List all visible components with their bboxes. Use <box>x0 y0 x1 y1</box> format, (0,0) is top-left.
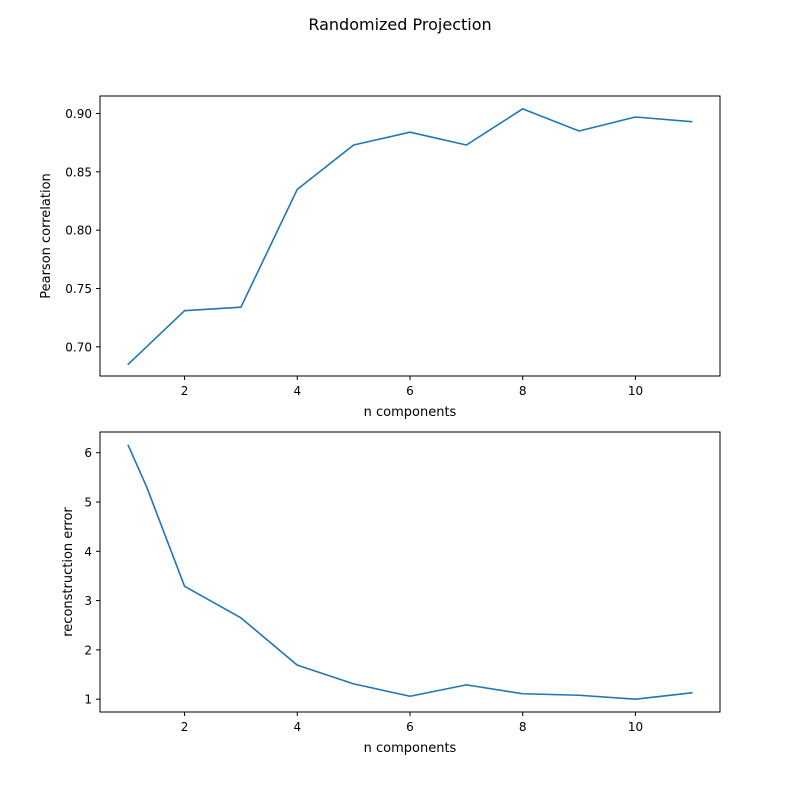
x-tick-label: 8 <box>519 384 527 398</box>
x-tick-label: 4 <box>293 720 301 734</box>
y-tick-label: 0.75 <box>65 282 92 296</box>
x-tick-label: 4 <box>293 384 301 398</box>
x-tick-label: 6 <box>406 720 414 734</box>
y-tick-label: 0.80 <box>65 224 92 238</box>
y-tick-label: 2 <box>84 643 92 657</box>
y-tick-label: 1 <box>84 693 92 707</box>
correlation-subplot: 2 4 6 8 10 0.70 0.75 0.80 0.85 0.90 n components Pe… <box>39 95 721 420</box>
x-tick-label: 2 <box>181 720 189 734</box>
x-axis-label: n components <box>364 741 457 756</box>
y-tick-label: 0.70 <box>65 340 92 354</box>
x-axis-label: n components <box>364 405 457 420</box>
x-tick-label: 10 <box>628 720 643 734</box>
y-tick-label: 3 <box>84 594 92 608</box>
y-axis-label: Pearson correlation <box>39 173 54 299</box>
axes-frame <box>99 431 721 713</box>
y-tick-label: 4 <box>84 545 92 559</box>
y-tick-label: 0.90 <box>65 107 92 121</box>
y-axis-label: reconstruction error <box>61 507 76 637</box>
series-line-0-0 <box>127 108 693 366</box>
y-tick-label: 0.85 <box>65 165 92 179</box>
y-tick-label: 5 <box>84 496 92 510</box>
x-tick-label: 10 <box>628 384 643 398</box>
x-tick-label: 8 <box>519 720 527 734</box>
x-tick-label: 6 <box>406 384 414 398</box>
axes-frame <box>99 95 721 377</box>
series-line-1-0 <box>127 444 693 700</box>
y-tick-label: 6 <box>84 446 92 460</box>
figure-title: Randomized Projection <box>308 15 491 34</box>
x-tick-label: 2 <box>181 384 189 398</box>
